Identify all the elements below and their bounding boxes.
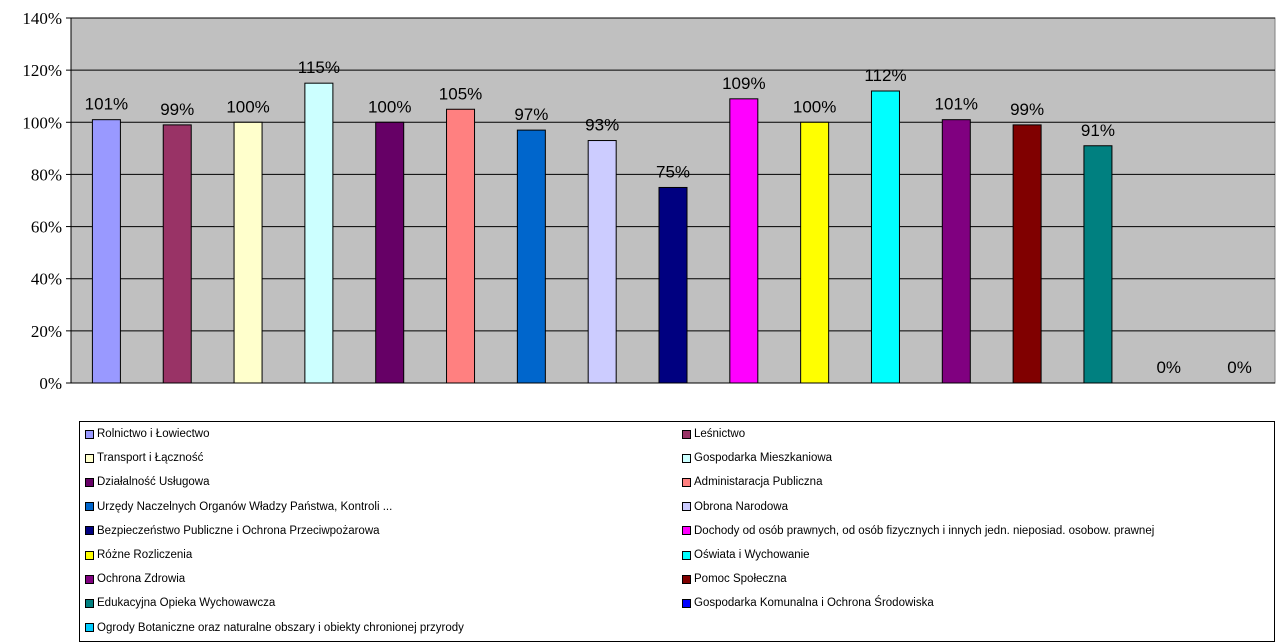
legend-label: Różne Rozliczenia <box>97 549 193 561</box>
legend-label: Dochody od osób prawnych, od osób fizycz… <box>694 524 1155 537</box>
legend-swatch <box>85 429 94 439</box>
legend-label: Oświata i Wychowanie <box>694 549 810 561</box>
legend: Rolnictwo i Łowiectwo Leśnictwo Transport … <box>79 421 1275 642</box>
legend-label: Urzędy Naczelnych Organów Władzy Państwa… <box>97 500 393 513</box>
y-tick-label: 140% <box>22 9 62 28</box>
legend-label: Ochrona Zdrowia <box>97 573 186 586</box>
legend-item: Rolnictwo i Łowiectwo <box>85 427 210 441</box>
data-label: 99% <box>160 100 194 119</box>
bar <box>870 90 900 384</box>
bar <box>587 140 617 384</box>
data-label: 93% <box>585 116 619 135</box>
bar <box>1012 124 1042 384</box>
legend-swatch <box>85 526 94 536</box>
legend-swatch <box>85 550 94 560</box>
data-label: 91% <box>1081 121 1115 140</box>
bar <box>162 124 192 384</box>
legend-swatch <box>682 574 691 584</box>
legend-swatch <box>682 502 691 512</box>
data-label: 101% <box>935 95 978 114</box>
legend-item: Pomoc Społeczna <box>682 572 787 586</box>
legend-swatch <box>682 598 691 608</box>
legend-label: Gospodarka Mieszkaniowa <box>694 452 833 465</box>
legend-label: Gospodarka Komunalna i Ochrona Środowisk… <box>694 597 934 610</box>
y-tick-label: 80% <box>31 165 62 184</box>
y-tick-label: 20% <box>31 322 62 341</box>
legend-item: Gospodarka Komunalna i Ochrona Środowisk… <box>682 596 934 610</box>
data-label: 97% <box>514 105 548 124</box>
data-labels: 101% 99% 100% 115% 100% 105% 97% 93% 75% 109% 100%… <box>85 58 1252 377</box>
data-label: 109% <box>722 74 765 93</box>
legend-swatch <box>85 477 94 487</box>
y-axis: 0% 20% 40% 60% 80% 100% 120% 140% <box>22 9 1275 393</box>
legend-item: Leśnictwo <box>682 427 745 441</box>
legend-label: Bezpieczeństwo Publiczne i Ochrona Przec… <box>97 524 380 537</box>
data-label: 0% <box>1227 358 1252 377</box>
legend-swatch <box>85 623 94 633</box>
bar-chart: 0% 20% 40% 60% 80% 100% 120% 140% 101% 99% 100% 11… <box>22 9 1276 393</box>
bar <box>516 129 546 384</box>
data-label: 112% <box>864 66 906 85</box>
legend-item: Obrona Narodowa <box>682 500 788 514</box>
legend-label: Rolnictwo i Łowiectwo <box>97 428 210 440</box>
legend-label: Edukacyjna Opieka Wychowawcza <box>97 597 276 610</box>
legend-label: Działalność Usługowa <box>97 476 210 489</box>
data-label: 99% <box>1010 100 1044 119</box>
data-label: 100% <box>368 97 411 116</box>
legend-item: Dochody od osób prawnych, od osób fizycz… <box>682 524 1154 538</box>
bar <box>304 82 334 384</box>
legend-swatch <box>85 598 94 608</box>
legend-label: Transport i Łączność <box>97 452 204 465</box>
bar <box>91 119 121 384</box>
legend-swatch <box>85 453 94 463</box>
legend-label: Pomoc Społeczna <box>694 573 787 586</box>
bar <box>375 121 405 384</box>
legend-item: Ogrody Botaniczne oraz naturalne obszary… <box>85 621 464 635</box>
bar <box>729 98 759 384</box>
legend-swatch <box>682 429 691 439</box>
y-tick-label: 120% <box>22 61 62 80</box>
legend-item: Działalność Usługowa <box>85 475 210 489</box>
y-tick-label: 0% <box>39 374 62 393</box>
legend-item: Administaracja Publiczna <box>682 475 822 489</box>
legend-item: Ochrona Zdrowia <box>85 572 185 586</box>
legend-swatch <box>682 526 691 536</box>
data-label: 100% <box>226 97 269 116</box>
legend-swatch <box>682 453 691 463</box>
legend-label: Leśnictwo <box>694 428 746 440</box>
data-label: 105% <box>439 84 482 103</box>
legend-label: Obrona Narodowa <box>694 500 788 513</box>
legend-swatch <box>85 502 94 512</box>
legend-item: Urzędy Naczelnych Organów Władzy Państwa… <box>85 500 392 514</box>
legend-item: Gospodarka Mieszkaniowa <box>682 451 832 465</box>
bar <box>800 121 830 384</box>
data-label: 75% <box>656 162 690 181</box>
legend-item: Oświata i Wychowanie <box>682 548 810 562</box>
legend-item: Transport i Łączność <box>85 451 203 465</box>
legend-swatch <box>85 574 94 584</box>
data-label: 115% <box>298 58 340 77</box>
legend-label: Administaracja Publiczna <box>694 476 823 489</box>
legend-item: Edukacyjna Opieka Wychowawcza <box>85 596 275 610</box>
legend-label: Ogrody Botaniczne oraz naturalne obszary… <box>97 621 464 634</box>
data-label: 101% <box>85 95 128 114</box>
bar <box>233 121 263 384</box>
bar <box>658 186 688 384</box>
y-tick-label: 100% <box>22 113 62 132</box>
legend-item: Różne Rozliczenia <box>85 548 192 562</box>
y-tick-label: 40% <box>31 270 62 289</box>
bar <box>446 108 476 384</box>
data-label: 100% <box>793 97 836 116</box>
y-tick-label: 60% <box>31 218 62 237</box>
bars <box>91 82 1113 384</box>
bar <box>1083 145 1113 384</box>
legend-swatch <box>682 477 691 487</box>
bar <box>941 119 971 384</box>
legend-item: Bezpieczeństwo Publiczne i Ochrona Przec… <box>85 524 380 538</box>
data-label: 0% <box>1156 358 1181 377</box>
legend-swatch <box>682 550 691 560</box>
